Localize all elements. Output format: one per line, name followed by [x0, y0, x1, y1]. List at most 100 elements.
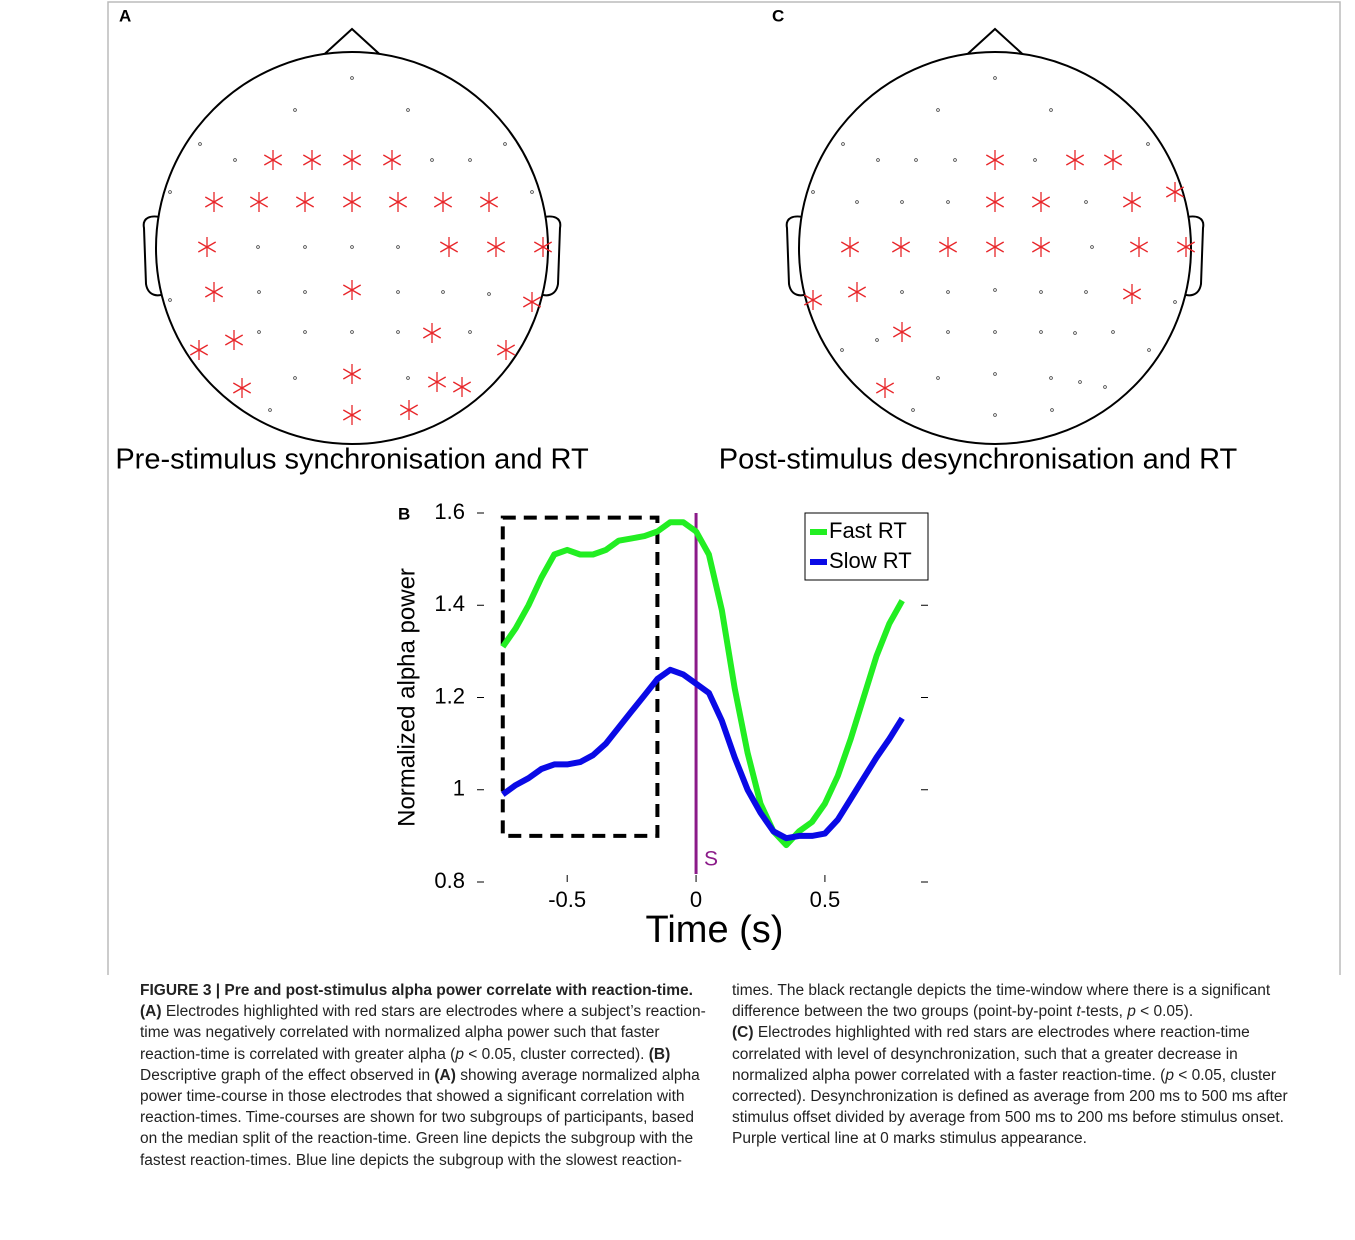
electrode-significant	[1122, 192, 1142, 212]
y-tick-label: 1	[453, 776, 465, 801]
electrode	[900, 290, 904, 294]
electrode	[1073, 331, 1077, 335]
electrode-significant	[1176, 237, 1196, 257]
star-stroke	[1129, 241, 1149, 253]
caption-bold: (A)	[140, 1003, 162, 1021]
electrode-significant	[938, 237, 958, 257]
star-stroke	[224, 334, 244, 346]
electrode	[876, 158, 880, 162]
electrode	[946, 200, 950, 204]
head-ear	[142, 215, 169, 297]
star-stroke	[295, 196, 315, 208]
electrode-significant	[479, 192, 499, 212]
star-stroke	[891, 241, 911, 253]
electrode	[303, 290, 307, 294]
y-axis-label: Normalized alpha power	[393, 568, 420, 827]
electrode	[946, 290, 950, 294]
star-stroke	[496, 344, 516, 356]
electrode-significant	[1031, 237, 1051, 257]
caption-text: showing average normalized alpha power t…	[140, 982, 1271, 1169]
electrode	[936, 376, 940, 380]
star-stroke	[342, 154, 362, 166]
electrode	[1049, 108, 1053, 112]
star-stroke	[302, 154, 322, 166]
electrode-significant	[1103, 150, 1123, 170]
data-line	[500, 519, 905, 849]
electrode-significant	[439, 237, 459, 257]
electrode-significant	[433, 192, 453, 212]
electrode	[993, 330, 997, 334]
electrode	[257, 330, 261, 334]
figure: A Pre-stimulus synchronisation and RT C Pos…	[107, 1, 1341, 975]
star-stroke	[892, 326, 912, 338]
stimulus-label: S	[704, 848, 718, 871]
electrode	[840, 348, 844, 352]
head-nose	[317, 27, 387, 61]
caption-text: Descriptive graph of the effect observed…	[140, 1066, 435, 1084]
star-stroke	[422, 327, 442, 339]
electrode	[953, 158, 957, 162]
electrode-significant	[189, 340, 209, 360]
electrode	[911, 408, 915, 412]
electrode-significant	[803, 290, 823, 310]
y-tick-label: 1.2	[434, 683, 465, 708]
electrode	[168, 190, 172, 194]
star-stroke	[189, 344, 209, 356]
electrode-significant	[427, 372, 447, 392]
caption-text: -tests,	[1080, 1003, 1128, 1021]
panel-letter: B	[398, 504, 410, 523]
electrode-significant	[1065, 150, 1085, 170]
caption-text: Electrodes highlighted with red stars ar…	[140, 1003, 706, 1063]
star-stroke	[847, 286, 867, 298]
star-stroke	[263, 154, 283, 166]
y-tick-label: 0.8	[434, 868, 465, 893]
electrode	[293, 108, 297, 112]
electrode-significant	[985, 192, 1005, 212]
star-stroke	[985, 196, 1005, 208]
star-stroke	[204, 286, 224, 298]
electrode-significant	[399, 400, 419, 420]
electrode	[1103, 385, 1107, 389]
star-stroke	[1176, 241, 1196, 253]
star-stroke	[342, 196, 362, 208]
electrode-significant	[342, 150, 362, 170]
electrode-significant	[486, 237, 506, 257]
star-stroke	[1031, 196, 1051, 208]
legend-box	[804, 512, 929, 581]
x-tick-label: 0.5	[810, 887, 841, 912]
electrode	[396, 245, 400, 249]
electrode	[993, 76, 997, 80]
figure-border	[107, 1, 1341, 975]
electrode	[1039, 330, 1043, 334]
electrode	[1090, 245, 1094, 249]
electrode-significant	[985, 150, 1005, 170]
star-stroke	[875, 382, 895, 394]
star-stroke	[985, 154, 1005, 166]
electrode	[268, 408, 272, 412]
electrode	[1050, 408, 1054, 412]
electrode-significant	[295, 192, 315, 212]
x-tick-label: -0.5	[548, 887, 586, 912]
star-stroke	[533, 241, 553, 253]
star-stroke	[486, 241, 506, 253]
caption-text: < 0.05, cluster corrected). Desynchroniz…	[732, 1066, 1288, 1148]
electrode-significant	[1165, 182, 1185, 202]
star-stroke	[479, 196, 499, 208]
electrode	[441, 290, 445, 294]
electrode-significant	[533, 237, 553, 257]
electrode	[468, 330, 472, 334]
electrode	[396, 330, 400, 334]
electrode	[1039, 290, 1043, 294]
caption-bold: FIGURE 3 | Pre and post-stimulus alpha p…	[140, 982, 693, 999]
head-ear	[1178, 215, 1205, 297]
electrode-significant	[342, 280, 362, 300]
star-stroke	[232, 382, 252, 394]
data-line	[501, 666, 905, 842]
electrode	[406, 108, 410, 112]
electrode-significant	[224, 330, 244, 350]
electrode	[406, 376, 410, 380]
y-tick-label: 1.4	[434, 591, 465, 616]
caption-italic: t	[1076, 1003, 1081, 1021]
star-stroke	[388, 196, 408, 208]
